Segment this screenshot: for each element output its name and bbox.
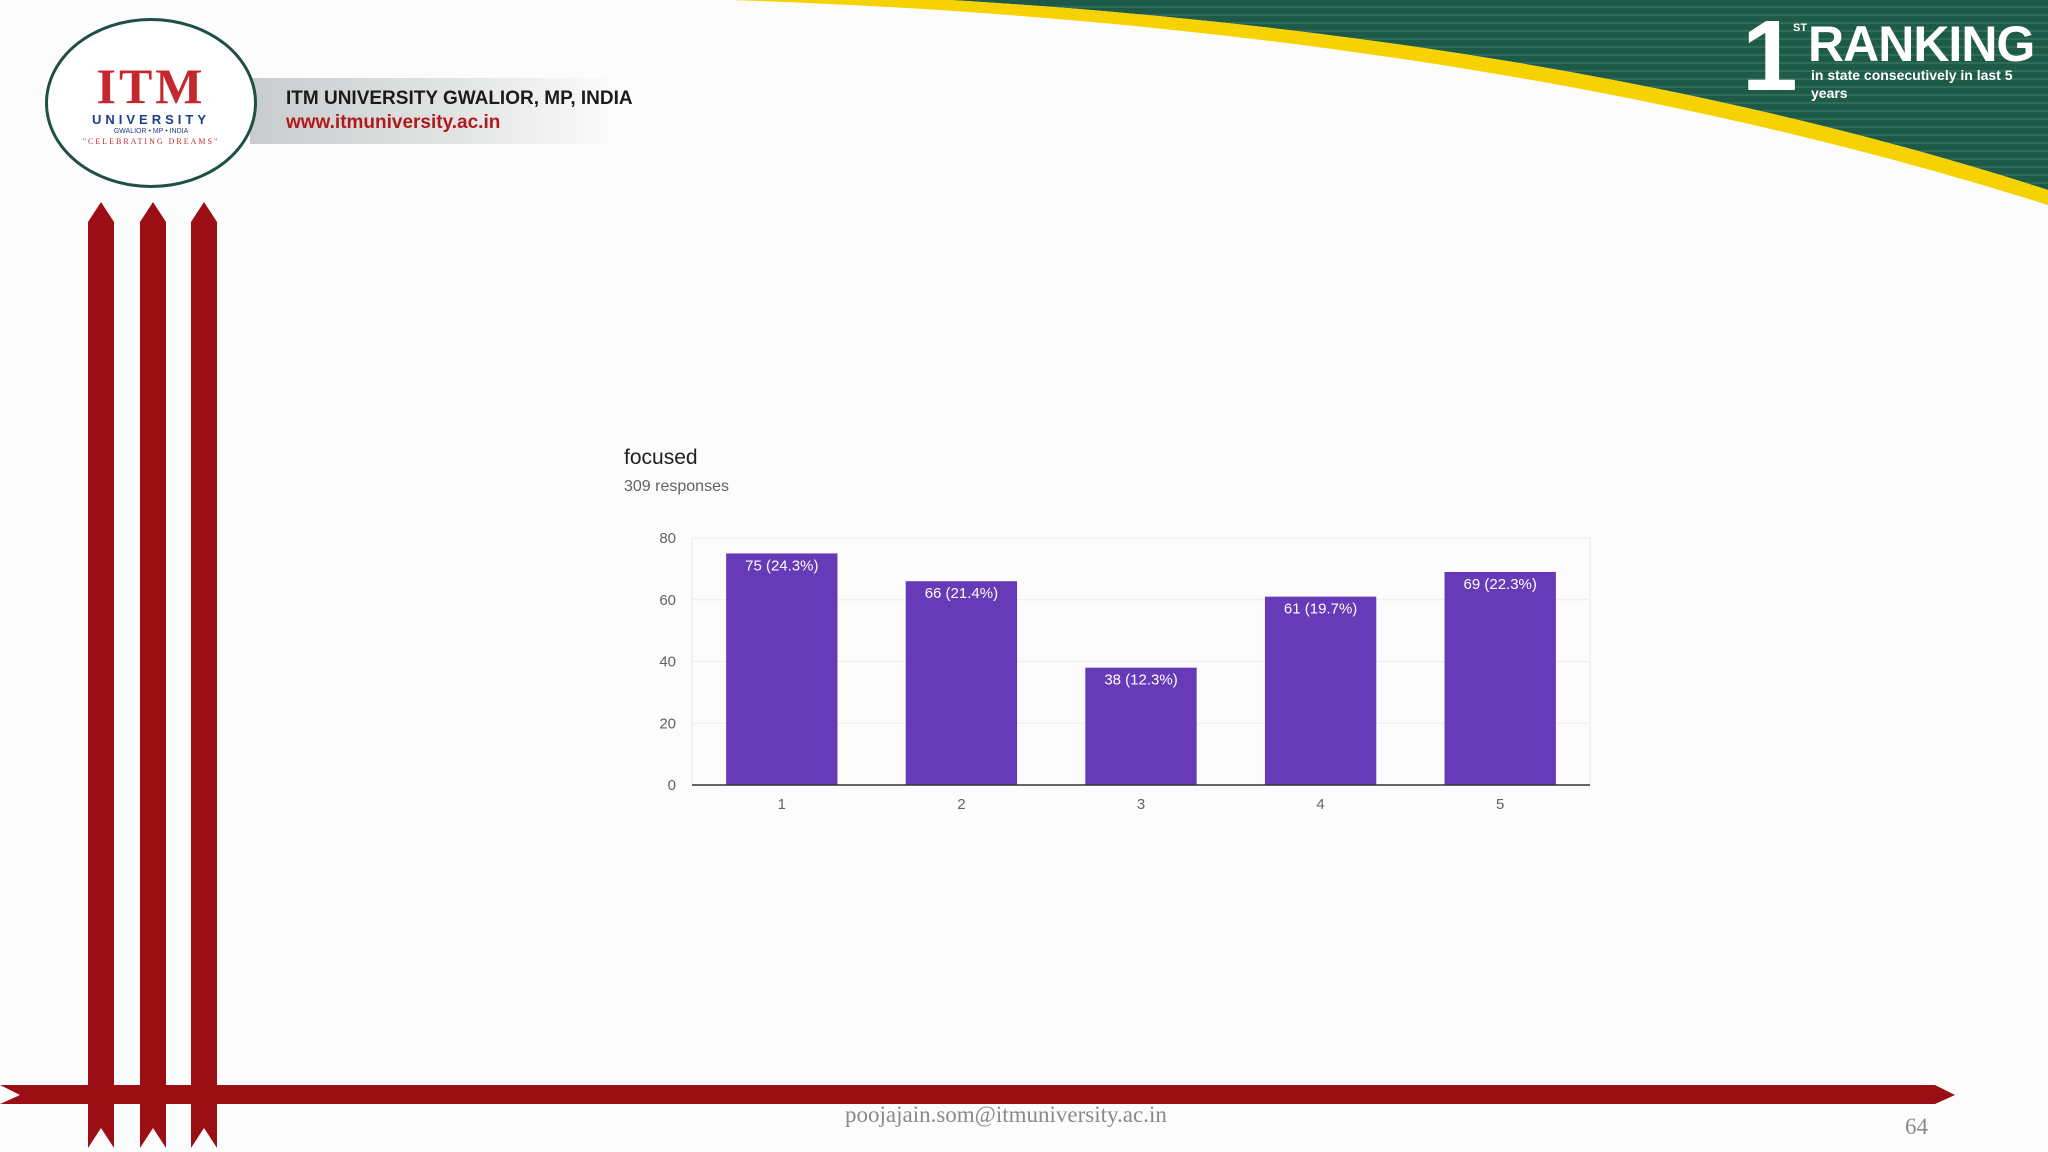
bar-chart: 0 20 40 60 80 75 (24.3%) 1 66 (21.4%) 2 38 (12.3%… [659,530,1591,813]
logo-itm-text: ITM [96,58,206,114]
bar [1444,571,1556,785]
x-tick-label: 5 [1496,796,1504,813]
ranking-number: 1 [1742,0,1798,112]
data-label: 38 (12.3%) [1104,672,1177,689]
data-label: 61 (19.7%) [1284,601,1357,618]
university-website[interactable]: www.itmuniversity.ac.in [286,112,501,133]
chart-subtitle: 309 responses [624,478,729,495]
x-tick-label: 3 [1137,796,1145,813]
itm-logo: ITM UNIVERSITY GWALIOR • MP • INDIA "CEL… [45,18,257,188]
bar [905,581,1018,785]
logo-university-text: UNIVERSITY [91,112,210,127]
bar [1085,667,1197,785]
x-tick-label: 1 [778,796,786,813]
ranking-subtitle: in state consecutively in last 5 years [1811,67,2013,101]
top-green-swoosh [950,0,2048,190]
y-tick-label: 0 [668,777,676,794]
x-tick-label: 4 [1316,796,1324,813]
footer-email: poojajain.som@itmuniversity.ac.in [845,1102,1167,1127]
y-tick-label: 40 [659,654,676,671]
vertical-red-stripes [88,202,217,1148]
y-tick-label: 60 [659,592,676,609]
data-label: 69 (22.3%) [1464,576,1537,593]
bar [726,553,838,785]
data-label: 66 (21.4%) [925,585,998,602]
university-name: ITM UNIVERSITY GWALIOR, MP, INDIA [286,88,633,109]
header-banner [250,78,620,144]
page-number: 64 [1905,1114,1928,1139]
ranking-word: RANKING [1808,16,2035,72]
y-tick-label: 80 [659,530,676,547]
logo-location-text: GWALIOR • MP • INDIA [113,128,189,135]
logo-tagline: "CELEBRATING DREAMS" [82,137,220,146]
bar [1264,596,1377,785]
bottom-red-arrow [0,1085,1955,1104]
ranking-superscript: ST [1793,22,1808,34]
data-label: 75 (24.3%) [745,557,818,574]
chart-title: focused [624,446,698,469]
x-tick-label: 2 [957,796,965,813]
y-tick-label: 20 [659,715,676,732]
